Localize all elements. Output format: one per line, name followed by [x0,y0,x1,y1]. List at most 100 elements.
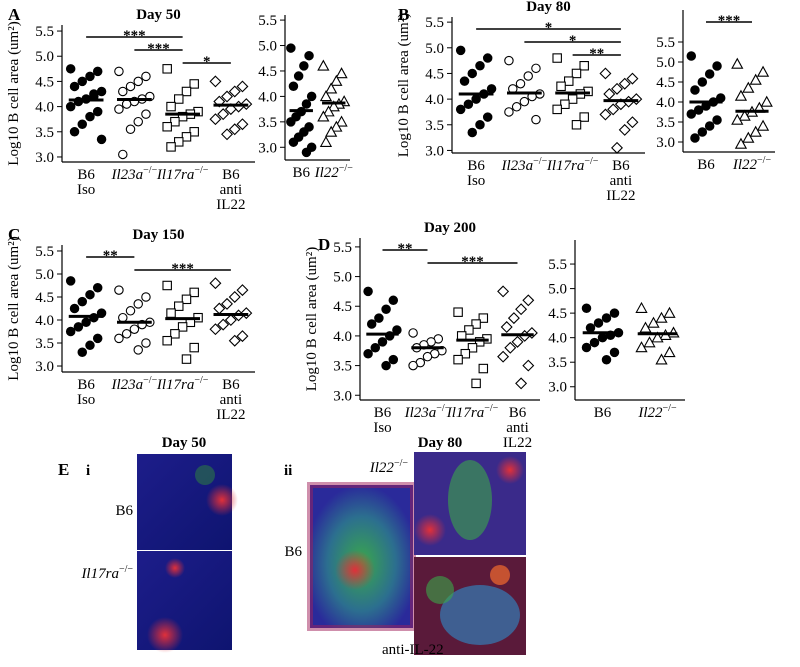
data-point [189,287,199,298]
y-tick-label: 5.0 [333,270,352,286]
x-tick-label: Iso [467,173,485,189]
image-label: anti-IL-22 [382,642,444,658]
y-tick-label: 5.0 [35,49,54,65]
data-point [221,128,233,141]
data-point [635,341,648,353]
data-point [522,294,535,307]
data-point [531,63,541,74]
data-point [556,81,566,92]
y-tick-label: 4.5 [258,64,277,80]
data-point [228,291,241,303]
panel-label: A [8,5,21,24]
y-tick-label: 5.5 [548,257,567,273]
y-tick-label: 5.0 [258,39,277,55]
data-point [236,330,249,343]
data-point [228,85,241,98]
data-point [174,301,184,311]
data-point [531,114,541,125]
data-point [609,308,620,318]
data-point [181,294,192,305]
data-point [511,102,522,112]
y-axis-label: Log10 B cell area (um²) [6,21,22,165]
data-point [738,109,751,121]
data-point [181,354,192,364]
data-point [455,104,466,115]
data-point [474,337,485,347]
x-tick-label: B6 [467,158,485,174]
x-tick-label: B6 [697,157,715,173]
y-axis-label: Log10 B cell area (um²) [6,236,22,380]
data-point [125,124,136,135]
data-point [85,111,95,122]
y-tick-label: 4.0 [656,95,675,111]
data-point [408,360,418,371]
y-tick-label: 4.0 [35,100,54,116]
data-point [482,112,493,122]
data-point [217,108,230,121]
data-point [712,61,722,71]
micrographs [137,452,526,655]
data-point [92,66,103,77]
y-tick-label: 4.0 [333,329,352,345]
data-point [363,286,373,297]
x-tick-label: B6 [594,405,612,421]
data-point [663,346,676,358]
data-point [89,89,99,99]
data-point [655,311,668,323]
y-tick-label: 4.5 [35,290,54,306]
data-point [381,304,391,314]
data-point [96,86,107,97]
y-tick-label: 3.0 [425,143,444,159]
data-point [69,81,80,92]
data-point [299,61,309,71]
x-tick-label: IL22 [606,188,635,204]
data-point [236,284,249,297]
panel-label: B [398,5,409,24]
y-tick-label: 4.5 [656,75,675,91]
y-tick-label: 3.5 [258,115,277,131]
x-tick-label: B6 [77,167,95,183]
x-tick-label: B6 [77,377,95,393]
row-label: B6 [115,503,133,519]
data-point [523,71,533,81]
data-point [181,132,192,142]
data-point [133,299,143,309]
chart-title: Day 80 [526,0,571,15]
data-point [370,343,381,353]
data-point [690,85,700,95]
y-tick-label: 5.5 [35,24,54,40]
data-point [408,328,418,338]
data-point [635,301,648,313]
data-point [467,343,478,353]
data-point [85,289,95,300]
data-point [170,329,180,339]
data-point [377,337,388,347]
data-point [742,131,755,143]
data-point [647,316,660,328]
data-point [693,105,704,115]
image-spot [165,558,185,578]
y-tick-label: 5.0 [656,55,675,71]
data-point [221,297,233,310]
data-point [209,75,222,88]
data-point [453,354,463,365]
data-point [133,76,143,87]
data-point [209,277,222,290]
data-point [467,127,478,138]
data-point [611,141,623,154]
data-point [317,110,330,122]
data-point [335,67,348,79]
data-point [525,326,538,339]
x-tick-label: B6 [612,158,630,174]
data-point [92,333,103,344]
y-tick-label: 3.5 [35,336,54,352]
data-point [712,115,722,125]
data-point [286,117,296,127]
data-point [519,96,530,107]
image-spot [195,465,215,485]
y-tick-label: 5.5 [333,240,352,256]
y-tick-label: 4.5 [425,66,444,82]
data-point [581,303,592,313]
data-point [228,334,241,347]
data-point [749,73,762,85]
